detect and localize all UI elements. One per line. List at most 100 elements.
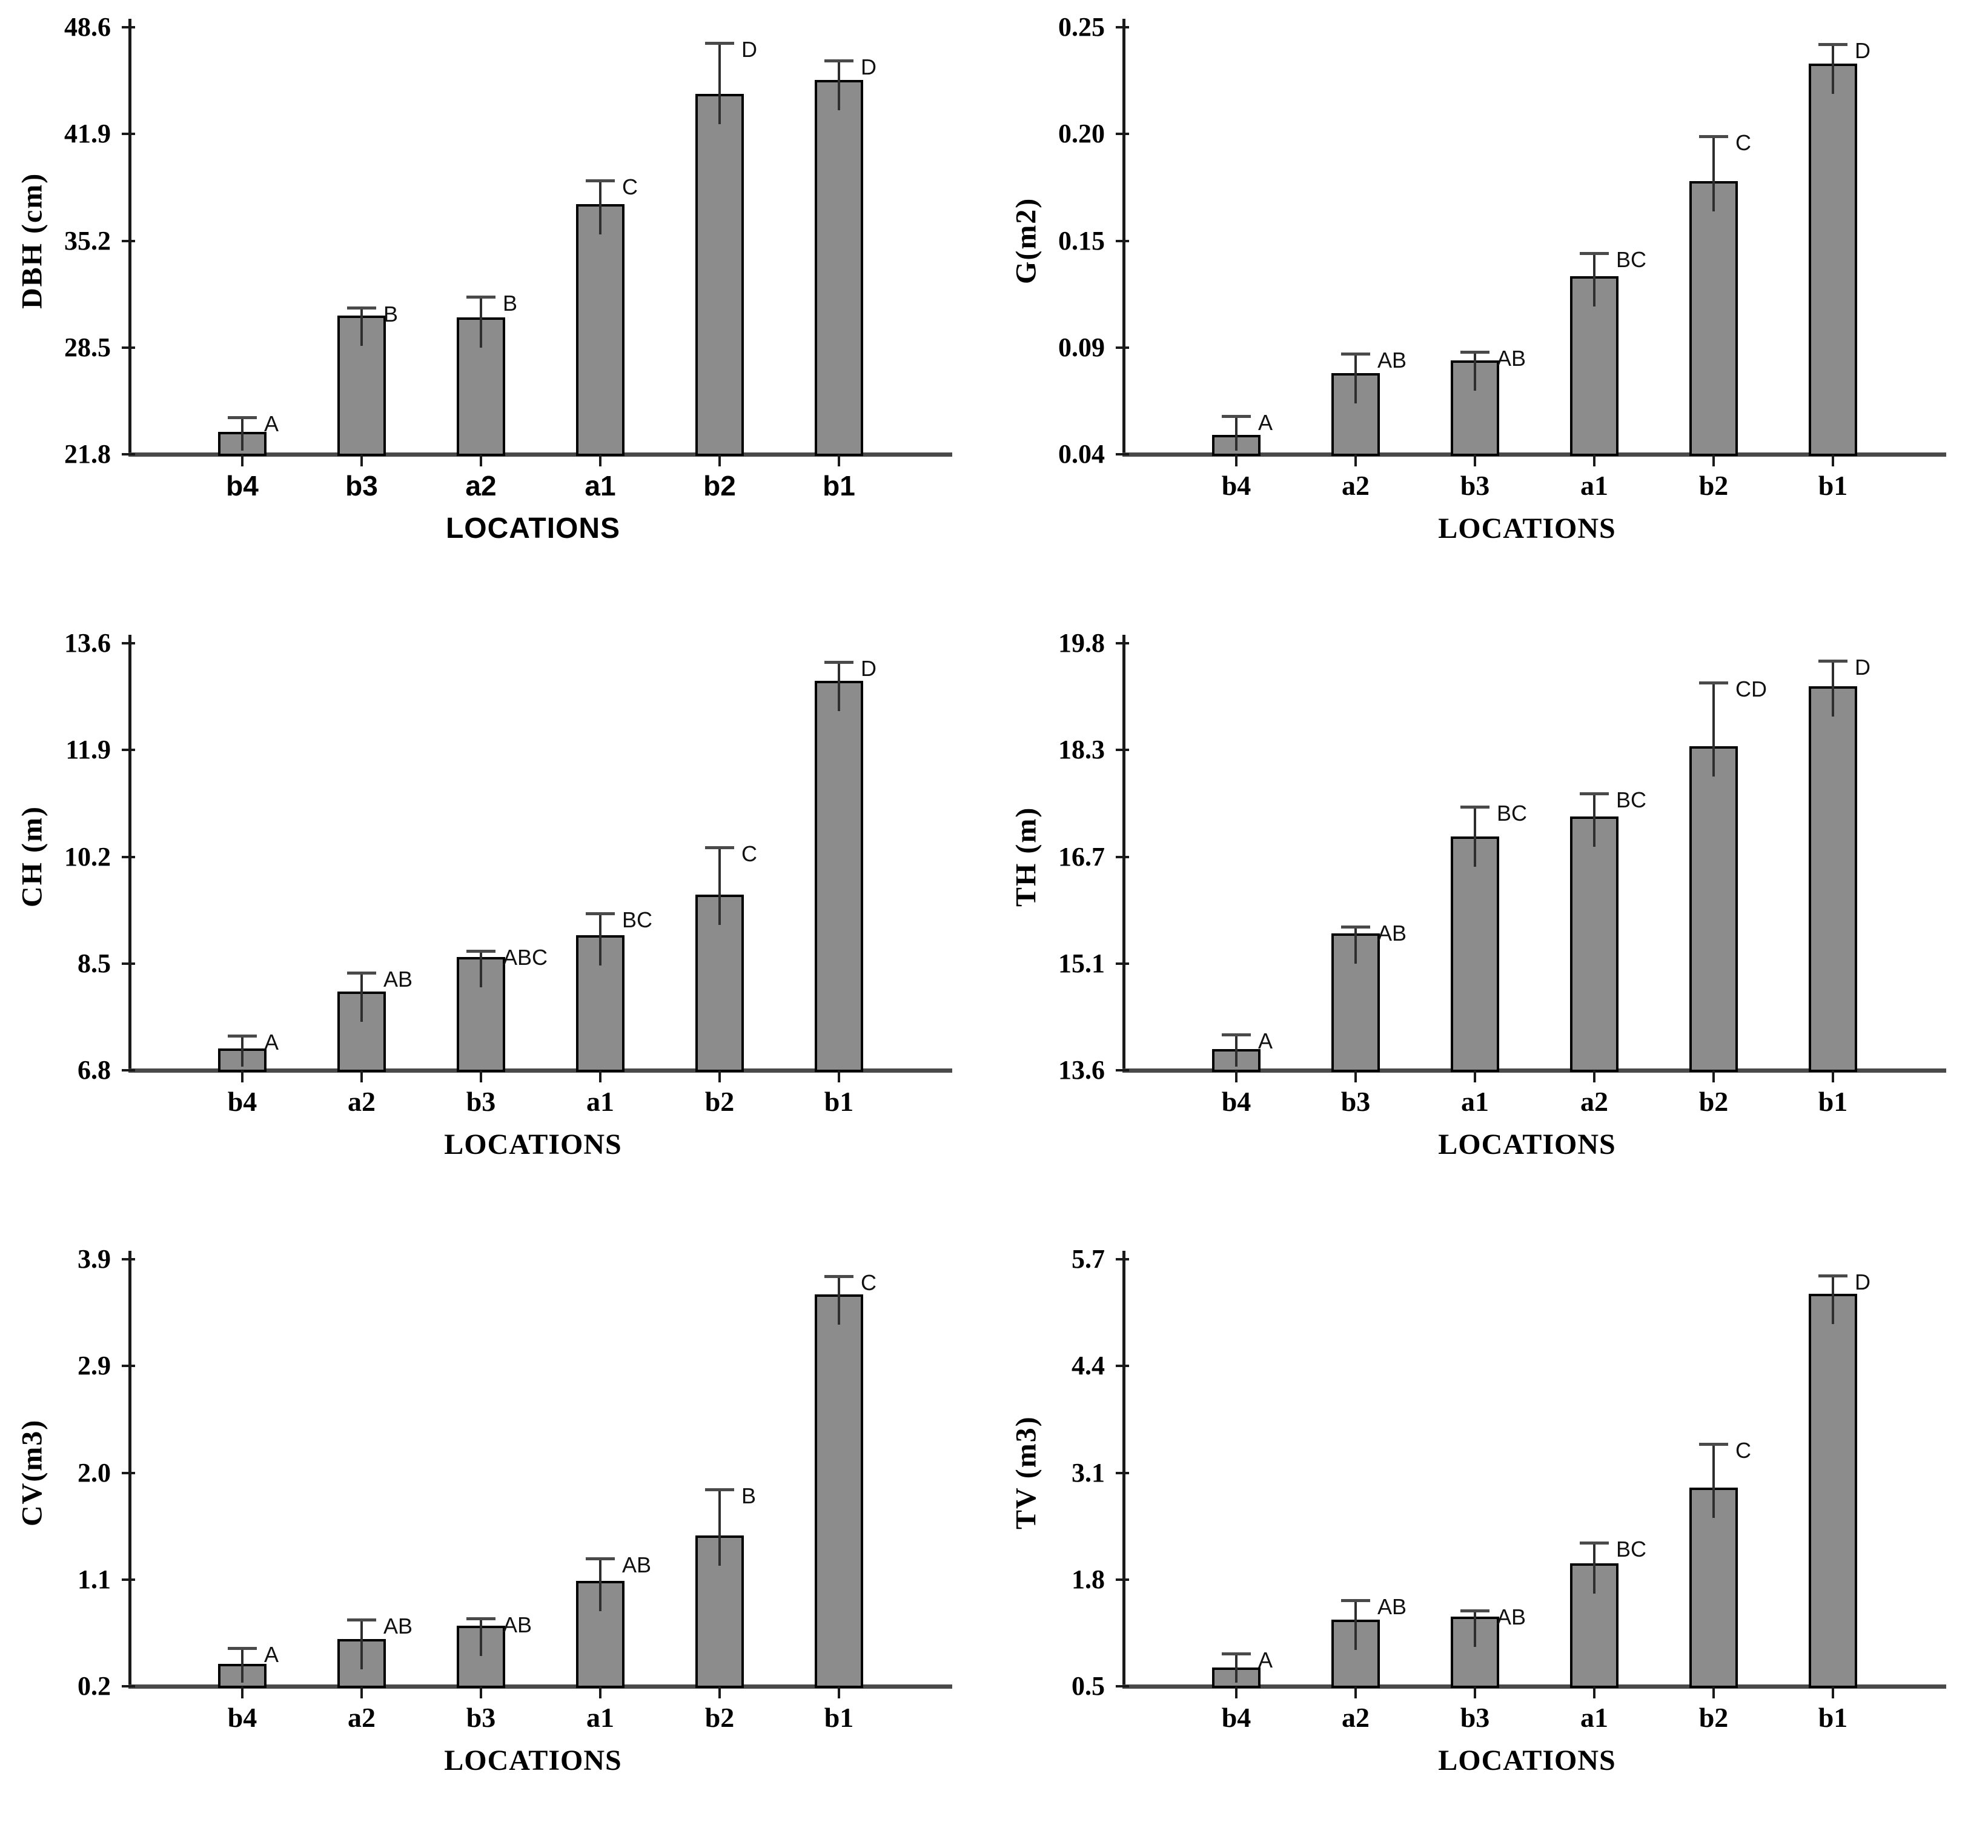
x-tick	[718, 454, 721, 466]
y-tick	[1116, 133, 1129, 136]
error-bar-cap	[705, 1488, 734, 1491]
x-axis-title: LOCATIONS	[444, 1744, 622, 1777]
y-tick-label: 0.04	[1058, 439, 1105, 469]
error-bar	[1712, 682, 1715, 777]
significance-letter: D	[861, 656, 876, 681]
x-tick	[1712, 1070, 1715, 1082]
y-axis-line	[1122, 1251, 1125, 1688]
bar	[1809, 63, 1857, 456]
error-bar-cap	[1460, 1609, 1489, 1613]
x-axis-title: LOCATIONS	[1438, 1128, 1616, 1161]
y-tick-label: 6.8	[78, 1055, 111, 1085]
y-tick-label: 4.4	[1072, 1351, 1105, 1381]
y-tick-label: 2.9	[78, 1351, 111, 1381]
y-axis-line	[128, 635, 131, 1072]
x-axis-line	[1122, 1068, 1946, 1073]
x-tick	[1593, 454, 1595, 466]
bar	[576, 204, 625, 456]
category-label: b1	[1818, 470, 1848, 501]
error-bar-cap	[228, 1034, 257, 1038]
error-bar-cap	[705, 42, 734, 45]
y-tick-label: 3.1	[1072, 1457, 1105, 1488]
category-label: a1	[1580, 470, 1608, 501]
bar	[815, 681, 863, 1072]
x-axis-title: LOCATIONS	[1438, 512, 1616, 545]
y-tick	[1116, 1578, 1129, 1581]
y-tick-label: 13.6	[1058, 1055, 1105, 1085]
category-label: b4	[1221, 1702, 1251, 1733]
category-label: b4	[227, 1086, 257, 1117]
category-label: b2	[703, 470, 736, 502]
bar	[1689, 180, 1738, 456]
bar	[1451, 836, 1499, 1072]
category-label: b2	[704, 1702, 735, 1733]
y-tick	[122, 1365, 135, 1368]
x-tick	[1593, 1686, 1595, 1698]
y-tick-label: 1.1	[78, 1564, 111, 1594]
error-bar-cap	[824, 1275, 853, 1279]
x-tick	[599, 1686, 601, 1698]
y-axis-line	[128, 19, 131, 456]
error-bar	[480, 951, 482, 988]
error-bar	[599, 180, 601, 234]
x-tick	[241, 454, 244, 466]
y-tick	[122, 1578, 135, 1581]
y-tick	[1116, 749, 1129, 752]
y-tick-label: 28.5	[64, 332, 111, 362]
x-tick	[1474, 454, 1476, 466]
x-tick	[360, 1686, 363, 1698]
y-tick	[122, 642, 135, 644]
category-label: a2	[465, 470, 497, 502]
x-tick	[718, 1070, 721, 1082]
y-tick	[122, 239, 135, 242]
error-bar	[1354, 354, 1357, 404]
x-axis-title: LOCATIONS	[444, 1128, 622, 1161]
error-bar	[1235, 1035, 1238, 1067]
error-bar	[1474, 351, 1476, 391]
bar	[1809, 686, 1857, 1072]
x-tick	[1712, 454, 1715, 466]
y-tick	[1116, 239, 1129, 242]
significance-letter: C	[1735, 1438, 1751, 1463]
category-label: b1	[1818, 1086, 1848, 1117]
y-tick	[1116, 962, 1129, 965]
y-tick	[1116, 1471, 1129, 1474]
y-tick-label: 13.6	[64, 628, 111, 658]
y-tick-label: 2.0	[78, 1457, 111, 1488]
error-bar-cap	[1699, 681, 1728, 684]
significance-letter: AB	[383, 1614, 413, 1639]
category-label: b2	[704, 1086, 735, 1117]
x-axis-line	[128, 1068, 952, 1073]
category-label: a2	[348, 1086, 376, 1117]
error-bar-cap	[1699, 134, 1728, 138]
y-axis-line	[1122, 635, 1125, 1072]
y-tick	[122, 1069, 135, 1071]
x-tick	[1354, 454, 1357, 466]
category-label: b3	[345, 470, 378, 502]
category-label: b2	[1698, 1702, 1729, 1733]
error-bar-cap	[1222, 414, 1251, 418]
category-label: b3	[466, 1702, 496, 1733]
error-bar	[241, 1648, 244, 1683]
category-label: b4	[226, 470, 259, 502]
error-bar-cap	[1699, 1443, 1728, 1446]
x-tick	[1235, 1686, 1238, 1698]
x-tick	[360, 1070, 363, 1082]
error-bar-cap	[586, 1557, 615, 1560]
y-tick	[122, 962, 135, 965]
significance-letter: BC	[1616, 787, 1647, 812]
error-bar-cap	[347, 306, 376, 310]
y-tick-label: 21.8	[64, 439, 111, 469]
category-label: b4	[227, 1702, 257, 1733]
category-label: a1	[586, 1086, 614, 1117]
x-tick	[1474, 1070, 1476, 1082]
bar	[815, 1294, 863, 1688]
category-label: a1	[585, 470, 616, 502]
error-bar	[718, 847, 721, 925]
y-tick-label: 10.2	[64, 841, 111, 872]
